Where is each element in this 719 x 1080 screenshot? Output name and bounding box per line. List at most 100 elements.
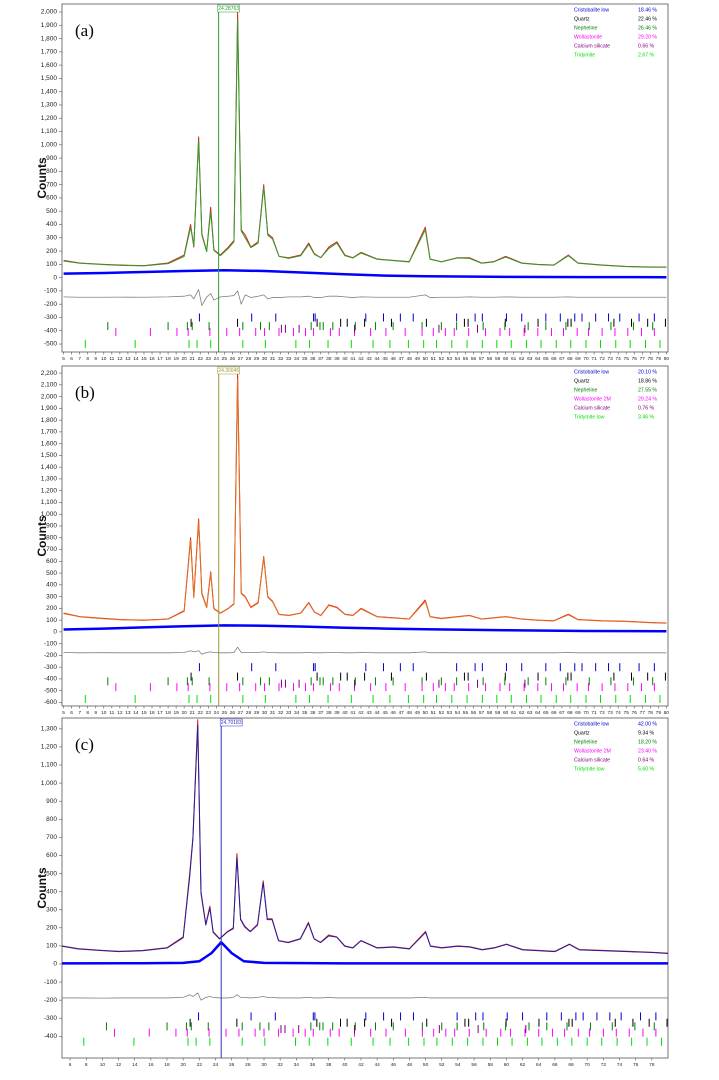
y-tick-label: 100 (46, 261, 57, 268)
x-tick-label: 6 (70, 356, 73, 362)
x-tick-label: 45 (382, 710, 388, 716)
plot-frame (61, 717, 669, 1059)
x-tick-label: 10 (101, 710, 107, 716)
y-tick-label: 1,600 (41, 62, 58, 69)
legend-name: Nepheline (574, 25, 597, 31)
x-tick-label: 40 (342, 710, 348, 716)
x-tick-label: 9 (94, 710, 97, 716)
x-tick-label: 78 (648, 710, 654, 716)
x-tick-label: 62 (520, 1062, 526, 1068)
x-tick-label: 45 (382, 356, 388, 362)
y-tick-label: 1,200 (41, 487, 58, 494)
x-tick-label: 22 (197, 1062, 203, 1068)
x-tick-label: 49 (415, 356, 421, 362)
y-tick-label: 1,100 (41, 128, 58, 135)
legend-name: Tridymite (574, 52, 595, 58)
x-tick-label: 32 (278, 356, 284, 362)
marker-label: 24.28763 (218, 6, 239, 12)
y-tick-label: -200 (44, 652, 57, 659)
x-tick-label: 70 (583, 710, 589, 716)
x-tick-label: 10 (100, 1062, 106, 1068)
x-tick-label: 79 (656, 710, 662, 716)
x-tick-label: 35 (302, 710, 308, 716)
x-tick-label: 17 (157, 356, 163, 362)
profile-line (63, 269, 667, 279)
x-tick-label: 26 (229, 1062, 235, 1068)
x-tick-label: 50 (423, 1062, 429, 1068)
x-tick-label: 42 (358, 356, 364, 362)
x-tick-label: 64 (535, 356, 541, 362)
panel-label: (c) (75, 735, 94, 754)
x-tick-label: 8 (85, 1062, 88, 1068)
x-tick-label: 80 (664, 356, 670, 362)
y-tick-label: 500 (46, 870, 57, 877)
profile-line (62, 719, 668, 954)
x-tick-label: 48 (407, 1062, 413, 1068)
x-tick-label: 5 (62, 710, 65, 716)
x-tick-label: 29 (254, 710, 260, 716)
x-tick-label: 42 (358, 710, 364, 716)
y-tick-label: 1,500 (41, 75, 58, 82)
x-tick-label: 33 (286, 356, 292, 362)
y-tick-label: 600 (46, 558, 57, 565)
x-tick-label: 11 (109, 710, 114, 716)
legend-fraction: 5.60 % (638, 766, 655, 772)
x-tick-label: 22 (198, 356, 204, 362)
x-tick-label: 74 (615, 710, 621, 716)
x-tick-label: 52 (439, 1062, 445, 1068)
y-tick-label: -100 (44, 640, 57, 647)
profile-line (63, 18, 667, 268)
x-tick-label: 23 (206, 710, 212, 716)
x-tick-label: 55 (463, 710, 469, 716)
y-tick-label: 100 (46, 617, 57, 624)
x-tick-label: 64 (536, 1062, 542, 1068)
x-tick-label: 25 (222, 356, 228, 362)
x-tick-label: 18 (165, 710, 171, 716)
legend-name: Cristobalite low (574, 7, 609, 13)
x-tick-label: 33 (286, 710, 292, 716)
x-tick-label: 59 (495, 356, 501, 362)
x-tick-label: 36 (310, 356, 316, 362)
x-tick-label: 37 (318, 710, 324, 716)
x-tick-label: 12 (117, 710, 123, 716)
x-tick-label: 39 (334, 356, 340, 362)
y-tick-label: 300 (46, 593, 57, 600)
x-tick-label: 41 (350, 710, 356, 716)
y-tick-label: 200 (46, 248, 57, 255)
x-tick-label: 5 (62, 356, 65, 362)
profile-line (63, 11, 667, 268)
x-tick-label: 36 (310, 710, 316, 716)
x-tick-label: 42 (358, 1062, 364, 1068)
legend-fraction: 0.76 % (638, 405, 655, 411)
x-tick-label: 80 (664, 710, 670, 716)
y-tick-label: 1,200 (41, 115, 58, 122)
y-tick-label: 1,000 (41, 780, 58, 787)
x-tick-label: 52 (439, 356, 445, 362)
x-tick-label: 44 (374, 356, 380, 362)
x-tick-label: 46 (390, 710, 396, 716)
legend-name: Calcium silicate (574, 757, 610, 763)
y-tick-label: -400 (44, 327, 57, 334)
legend-name: Quartz (574, 378, 590, 384)
legend-fraction: 0.64 % (638, 757, 655, 763)
x-tick-label: 39 (334, 710, 340, 716)
legend-fraction: 18.20 % (638, 739, 657, 745)
panel-label: (a) (75, 21, 94, 40)
legend-name: Calcium silicate (574, 43, 610, 49)
x-tick-label: 58 (487, 710, 493, 716)
x-tick-label: 76 (633, 1062, 639, 1068)
x-tick-label: 70 (583, 356, 589, 362)
x-tick-label: 27 (238, 710, 244, 716)
x-tick-label: 77 (640, 710, 646, 716)
x-tick-label: 62 (519, 710, 525, 716)
x-tick-label: 52 (439, 710, 445, 716)
x-tick-label: 60 (503, 356, 509, 362)
legend-fraction: 3.46 % (638, 414, 655, 420)
x-tick-label: 70 (585, 1062, 591, 1068)
legend-name: Wollastonite (574, 34, 602, 40)
legend-fraction: 2.67 % (638, 52, 655, 58)
x-tick-label: 47 (398, 356, 404, 362)
y-tick-label: 1,300 (41, 476, 58, 483)
x-tick-label: 31 (270, 356, 276, 362)
